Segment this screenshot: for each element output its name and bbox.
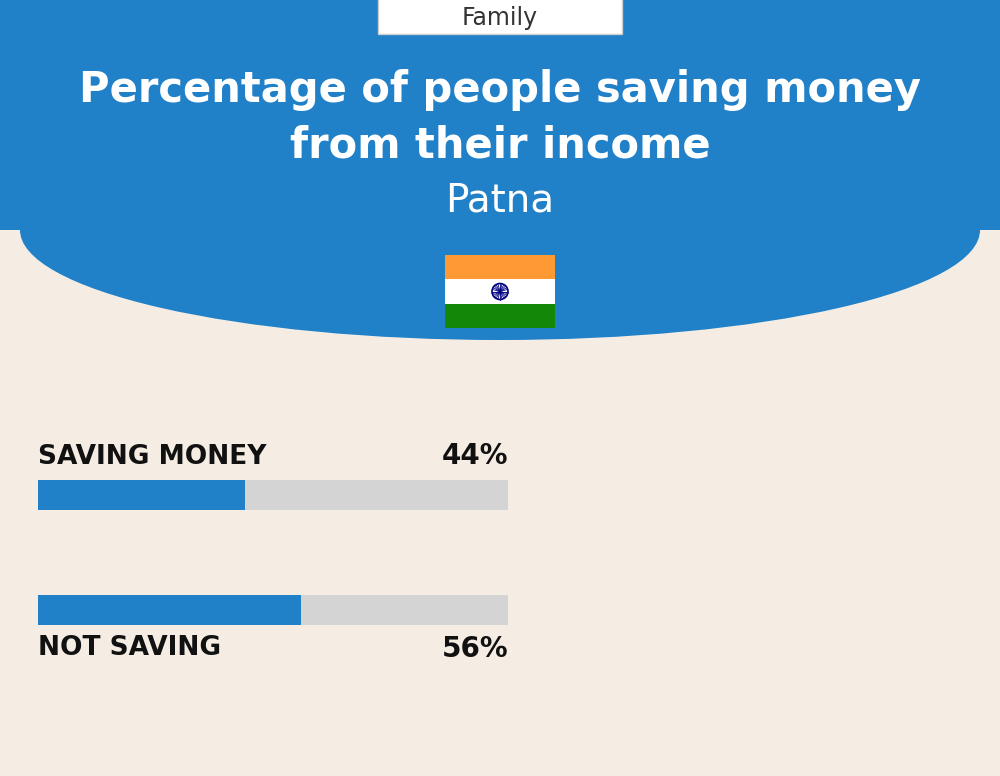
Text: Patna: Patna — [445, 181, 555, 219]
Bar — [38, 595, 508, 625]
Text: SAVING MONEY: SAVING MONEY — [38, 444, 266, 470]
Bar — [38, 480, 245, 510]
Bar — [38, 480, 508, 510]
Ellipse shape — [20, 120, 980, 340]
Bar — [38, 595, 301, 625]
Bar — [445, 255, 555, 279]
Text: NOT SAVING: NOT SAVING — [38, 635, 221, 661]
FancyBboxPatch shape — [378, 0, 622, 34]
Bar — [445, 303, 555, 328]
Text: Family: Family — [462, 6, 538, 30]
Bar — [0, 0, 1000, 230]
Text: Percentage of people saving money: Percentage of people saving money — [79, 69, 921, 111]
Text: 56%: 56% — [441, 635, 508, 663]
Bar — [445, 279, 555, 303]
Text: from their income: from their income — [290, 124, 710, 166]
Text: 44%: 44% — [442, 442, 508, 470]
